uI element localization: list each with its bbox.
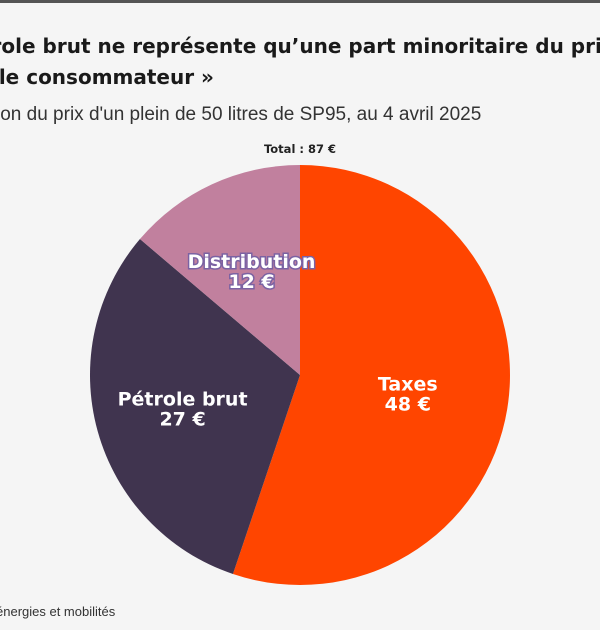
top-rule: [0, 0, 600, 3]
chart-title-line-2: r le consommateur »: [0, 65, 214, 89]
pie-label-name-petrole-brut: Pétrole brut: [118, 389, 248, 411]
chart-subtitle: ion du prix d'un plein de 50 litres de S…: [0, 104, 482, 125]
pie-label-value-distribution: 12 €: [228, 271, 274, 293]
pie-label-value-taxes: 48 €: [385, 394, 431, 416]
pie-label-value-petrole-brut: 27 €: [159, 409, 205, 431]
pie-slice-taxes: [232, 165, 510, 586]
pie-slice-distribution: [139, 165, 300, 375]
pie-slices: [90, 165, 510, 586]
chart-title-line-1: trole brut ne représente qu’une part min…: [0, 34, 600, 58]
total-label: Total : 87 €: [263, 142, 337, 156]
pie-slice-petrole-brut: [90, 239, 301, 575]
pie-label-name-distribution: Distribution: [188, 251, 316, 273]
chart-title: trole brut ne représente qu’une part min…: [0, 31, 600, 93]
source-note: énergies et mobilités: [0, 604, 116, 619]
pie-label-name-taxes: Taxes: [378, 374, 438, 396]
